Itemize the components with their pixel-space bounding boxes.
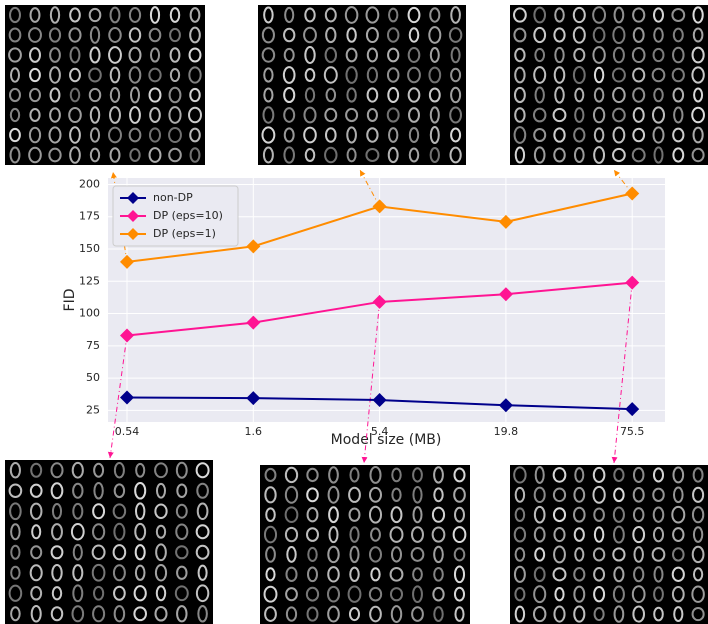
image-panel [510, 465, 708, 624]
y-tick-label: 75 [86, 339, 100, 352]
y-tick-label: 100 [79, 307, 100, 320]
x-tick-label: 1.6 [245, 425, 263, 438]
x-tick-label: 75.5 [620, 425, 645, 438]
legend-label: non-DP [153, 191, 193, 204]
legend-label: DP (eps=10) [153, 209, 223, 222]
x-tick-label: 19.8 [494, 425, 519, 438]
y-tick-label: 50 [86, 371, 100, 384]
y-tick-label: 25 [86, 403, 100, 416]
x-tick-label: 0.54 [115, 425, 140, 438]
y-tick-label: 150 [79, 242, 100, 255]
y-tick-label: 125 [79, 274, 100, 287]
x-tick-label: 5.4 [371, 425, 389, 438]
legend-label: DP (eps=1) [153, 227, 216, 240]
y-axis-label: FID [62, 289, 78, 312]
figure: Model size (MB) FID 25507510012515017520… [0, 0, 708, 624]
y-tick-label: 200 [79, 177, 100, 190]
y-tick-label: 175 [79, 210, 100, 223]
